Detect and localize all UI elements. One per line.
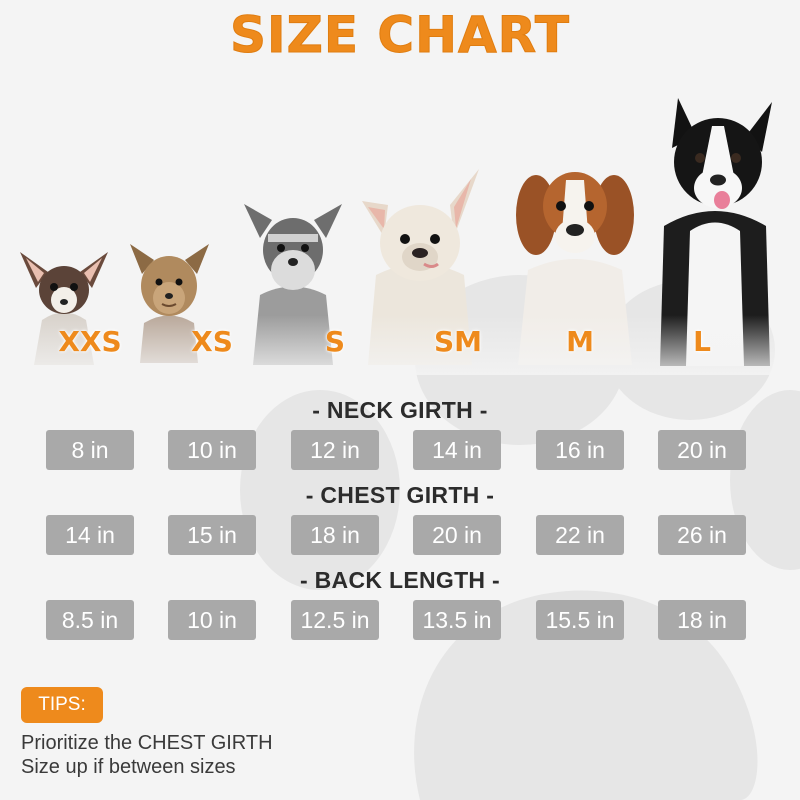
tip-line-size-up: Size up if between sizes [21,756,236,778]
back-length-s: 12.5 in [291,600,379,640]
back-length-l: 18 in [658,600,746,640]
neck-girth-l: 20 in [658,430,746,470]
fade-overlay [0,315,800,375]
chest-girth-xs: 15 in [168,515,256,555]
back-length-xxs: 8.5 in [46,600,134,640]
chest-girth-sm: 20 in [413,515,501,555]
neck-girth-heading: - NECK GIRTH - [312,397,488,423]
tips-badge: TIPS: [21,687,103,723]
size-label-xxs: XXS [58,325,122,358]
back-length-m: 15.5 in [536,600,624,640]
size-label-s: S [324,325,346,358]
dog-gallery [0,90,800,375]
size-label-sm: SM [433,325,483,358]
neck-girth-xs: 10 in [168,430,256,470]
size-label-l: L [693,325,711,358]
chest-girth-heading: - CHEST GIRTH - [305,482,495,508]
neck-girth-sm: 14 in [413,430,501,470]
size-label-m: M [566,325,594,358]
back-length-heading: - BACK LENGTH - [300,567,500,593]
chest-girth-l: 26 in [658,515,746,555]
chest-girth-m: 22 in [536,515,624,555]
neck-girth-s: 12 in [291,430,379,470]
neck-girth-m: 16 in [536,430,624,470]
tip-line-chest: Prioritize the CHEST GIRTH [21,732,273,754]
back-length-xs: 10 in [168,600,256,640]
size-label-xs: XS [191,325,233,358]
chest-girth-s: 18 in [291,515,379,555]
page-title: SIZE CHART [229,6,571,65]
back-length-sm: 13.5 in [413,600,501,640]
chest-girth-xxs: 14 in [46,515,134,555]
neck-girth-xxs: 8 in [46,430,134,470]
